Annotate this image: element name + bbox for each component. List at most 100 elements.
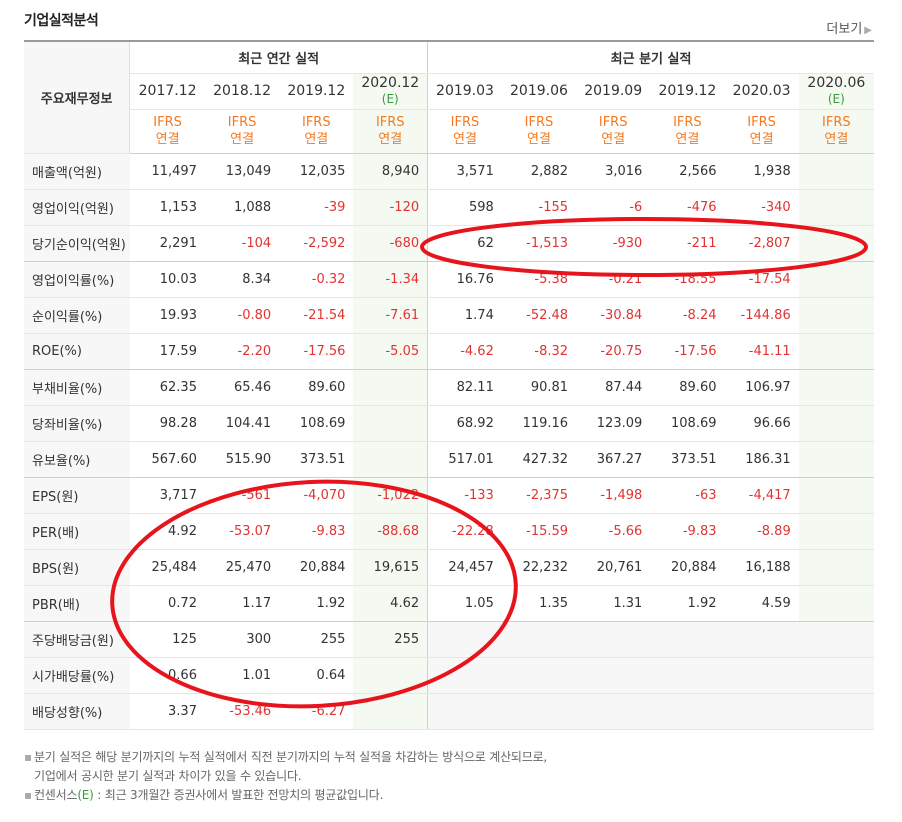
table-cell: 0.66: [129, 657, 205, 694]
table-cell: 106.97: [724, 369, 799, 406]
table-cell: [798, 405, 874, 442]
table-cell: 1.74: [427, 297, 502, 334]
table-cell: 1.01: [204, 657, 280, 694]
accounting-standard: IFRS 연결: [129, 109, 205, 154]
table-cell: -1.34: [353, 261, 428, 298]
table-cell: [798, 549, 874, 586]
table-cell: -2,592: [279, 225, 354, 262]
row-label: 매출액(억원): [24, 153, 130, 190]
table-cell: [798, 693, 874, 730]
table-row: EPS(원) 3,717 -561 -4,070 -1,022 -133 -2,375 -1,…: [24, 477, 874, 514]
table-cell: [427, 657, 502, 694]
table-row: 배당성향(%) 3.37 -53.46 -6.27: [24, 693, 874, 730]
table-cell: 8.34: [204, 261, 280, 298]
table-cell: [576, 657, 651, 694]
table-cell: -0.21: [576, 261, 651, 298]
table-cell: 82.11: [427, 369, 502, 406]
table-cell: 123.09: [576, 405, 651, 442]
table-cell: 108.69: [279, 405, 354, 442]
table-cell: 90.81: [501, 369, 577, 406]
table-cell: -1,513: [501, 225, 577, 262]
table-cell: 3,717: [129, 477, 205, 514]
quarter-group-header: 최근 분기 실적: [427, 40, 874, 74]
row-label: 영업이익(억원): [24, 189, 130, 226]
table-row: 매출액(억원) 11,497 13,049 12,035 8,940 3,571 2,882…: [24, 153, 874, 190]
row-label: 당좌비율(%): [24, 405, 130, 442]
table-cell: 24,457: [427, 549, 502, 586]
table-cell: 4.59: [724, 585, 799, 622]
period-header: 2017.12: [129, 73, 205, 110]
table-cell: [576, 621, 651, 658]
row-label: 주당배당금(원): [24, 621, 130, 658]
period-header: 2020.12 (E): [353, 73, 428, 110]
table-cell: -6.27: [279, 693, 354, 730]
table-cell: 20,884: [279, 549, 354, 586]
table-cell: 515.90: [204, 441, 280, 478]
period-header: 2019.12: [279, 73, 354, 110]
table-row: 당기순이익(억원) 2,291 -104 -2,592 -680 62 -1,513 -930…: [24, 225, 874, 262]
table-cell: 1.35: [501, 585, 577, 622]
table-cell: [650, 621, 725, 658]
table-row: PBR(배) 0.72 1.17 1.92 4.62 1.05 1.35 1.31 1.92 4.…: [24, 585, 874, 622]
table-cell: 25,484: [129, 549, 205, 586]
table-cell: 255: [279, 621, 354, 658]
table-row: 당좌비율(%) 98.28 104.41 108.69 68.92 119.16 123.0…: [24, 405, 874, 442]
table-row: BPS(원) 25,484 25,470 20,884 19,615 24,457 22,2…: [24, 549, 874, 586]
table-cell: [650, 657, 725, 694]
table-cell: 3,571: [427, 153, 502, 190]
table-cell: 12,035: [279, 153, 354, 190]
table-cell: 567.60: [129, 441, 205, 478]
table-cell: 20,884: [650, 549, 725, 586]
row-label: 순이익률(%): [24, 297, 130, 334]
table-cell: 62: [427, 225, 502, 262]
table-cell: -9.83: [279, 513, 354, 550]
table-cell: -22.28: [427, 513, 502, 550]
table-cell: 4.92: [129, 513, 205, 550]
row-label: EPS(원): [24, 477, 130, 514]
table-cell: -4.62: [427, 333, 502, 370]
table-cell: [798, 225, 874, 262]
table-cell: 16.76: [427, 261, 502, 298]
table-cell: -8.32: [501, 333, 577, 370]
period-header: 2019.03: [427, 73, 502, 110]
table-cell: 98.28: [129, 405, 205, 442]
table-cell: [798, 513, 874, 550]
table-cell: 104.41: [204, 405, 280, 442]
table-cell: -2,807: [724, 225, 799, 262]
table-cell: [501, 621, 577, 658]
table-cell: 367.27: [576, 441, 651, 478]
table-cell: 255: [353, 621, 428, 658]
table-cell: 19.93: [129, 297, 205, 334]
table-cell: [798, 621, 874, 658]
table-cell: [798, 585, 874, 622]
accounting-standard: IFRS 연결: [427, 109, 502, 154]
table-cell: -52.48: [501, 297, 577, 334]
table-cell: -144.86: [724, 297, 799, 334]
table-cell: -2.20: [204, 333, 280, 370]
more-link[interactable]: 더보기 ▶: [826, 18, 872, 37]
table-cell: 65.46: [204, 369, 280, 406]
table-cell: -8.24: [650, 297, 725, 334]
table-cell: 22,232: [501, 549, 577, 586]
table-cell: 1,088: [204, 189, 280, 226]
period-header: 2020.03: [724, 73, 799, 110]
table-row: ROE(%) 17.59 -2.20 -17.56 -5.05 -4.62 -8.32 -20…: [24, 333, 874, 370]
table-cell: 373.51: [650, 441, 725, 478]
table-cell: [724, 657, 799, 694]
table-cell: -5.38: [501, 261, 577, 298]
row-label: PER(배): [24, 513, 130, 550]
table-cell: 19,615: [353, 549, 428, 586]
table-cell: -8.89: [724, 513, 799, 550]
table-cell: 1.31: [576, 585, 651, 622]
row-label: 영업이익률(%): [24, 261, 130, 298]
table-cell: -5.05: [353, 333, 428, 370]
table-cell: 2,566: [650, 153, 725, 190]
table-cell: -211: [650, 225, 725, 262]
row-label: 유보율(%): [24, 441, 130, 478]
table-cell: [798, 297, 874, 334]
table-cell: [427, 693, 502, 730]
table-cell: 20,761: [576, 549, 651, 586]
table-row: 시가배당률(%) 0.66 1.01 0.64: [24, 657, 874, 694]
table-cell: -17.56: [650, 333, 725, 370]
accounting-standard: IFRS 연결: [576, 109, 651, 154]
